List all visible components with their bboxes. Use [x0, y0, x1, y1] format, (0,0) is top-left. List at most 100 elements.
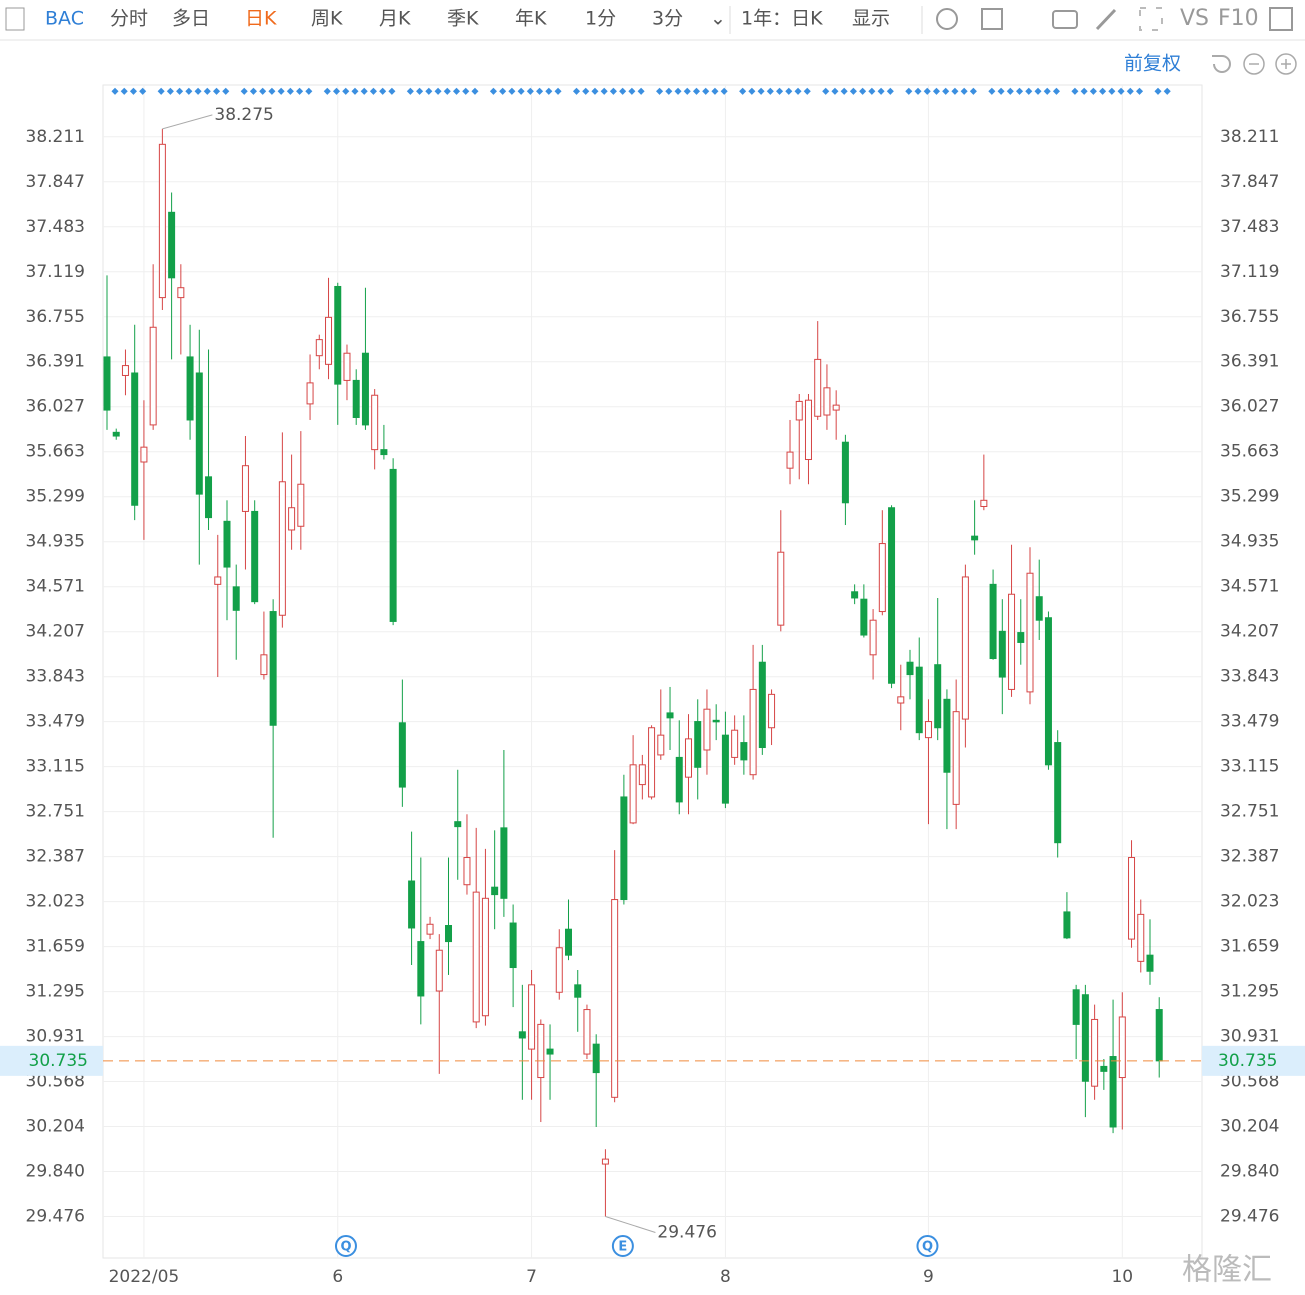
- tab[interactable]: 1分: [585, 8, 616, 30]
- y-tick-label: 33.843: [26, 667, 85, 687]
- y-tick-label: 37.119: [26, 262, 85, 282]
- candle-body: [426, 923, 434, 935]
- tab[interactable]: 年K: [515, 8, 547, 30]
- news-marker: [637, 87, 645, 95]
- news-marker: [489, 87, 497, 95]
- y-tick-label: 32.751: [26, 802, 85, 822]
- tab[interactable]: 季K: [447, 8, 479, 30]
- news-marker: [1163, 87, 1171, 95]
- news-marker: [203, 87, 211, 95]
- news-marker: [868, 87, 876, 95]
- news-marker: [416, 87, 424, 95]
- news-marker: [776, 87, 784, 95]
- candle-body: [361, 352, 369, 426]
- y-tick-label-right: 34.207: [1220, 622, 1279, 642]
- range[interactable]: 1年：日K: [741, 8, 823, 30]
- event-marker: [334, 1235, 357, 1257]
- news-marker: [591, 87, 599, 95]
- candle-body: [232, 586, 240, 611]
- display[interactable]: 显示: [852, 8, 890, 30]
- zoom-out[interactable]: [1243, 53, 1265, 75]
- candle-body: [980, 499, 988, 507]
- fullscreen-icon[interactable]: [1139, 7, 1163, 31]
- news-marker: [1154, 87, 1162, 95]
- max-label: 38.275: [214, 105, 273, 125]
- y-tick-label: 30.204: [26, 1116, 85, 1136]
- news-marker: [803, 87, 811, 95]
- news-marker: [545, 87, 553, 95]
- draw-icon[interactable]: [981, 8, 1003, 30]
- y-tick-label-right: 35.299: [1220, 487, 1279, 507]
- candle-body: [786, 451, 794, 469]
- panel-icon[interactable]: [1269, 7, 1293, 31]
- tab[interactable]: 多日: [172, 8, 210, 30]
- y-tick-label: 30.568: [26, 1071, 85, 1091]
- news-marker: [720, 87, 728, 95]
- y-tick-label-right: 33.843: [1220, 667, 1279, 687]
- tab[interactable]: 3分: [652, 8, 683, 30]
- tab[interactable]: 日K: [245, 8, 277, 30]
- tabs: 分时 多日 日K 周K 月K 季K 年K 1分 3分: [110, 8, 683, 30]
- candle-body: [546, 1048, 554, 1055]
- candle-body: [481, 897, 489, 1017]
- symbol[interactable]: BAC: [45, 8, 84, 30]
- adjust[interactable]: 前复权: [1124, 53, 1181, 75]
- min-label: 29.476: [657, 1222, 716, 1242]
- news-marker: [1025, 87, 1033, 95]
- candle-body: [860, 598, 868, 636]
- tab[interactable]: 月K: [379, 8, 411, 30]
- news-marker: [923, 87, 931, 95]
- y-tick-label: 37.483: [26, 217, 85, 237]
- y-tick-label-right: 34.935: [1220, 532, 1279, 552]
- y-tick-label-right: 36.027: [1220, 397, 1279, 417]
- undo-icon[interactable]: [1212, 55, 1231, 73]
- news-marker: [1089, 87, 1097, 95]
- candle-body: [703, 708, 711, 751]
- news-marker: [1043, 87, 1051, 95]
- candle-body: [325, 316, 333, 365]
- y-tick-label: 36.391: [26, 352, 85, 372]
- news-marker: [1034, 87, 1042, 95]
- news-marker: [425, 87, 433, 95]
- news-marker: [462, 87, 470, 95]
- news-marker: [406, 87, 414, 95]
- candle-body: [684, 738, 692, 778]
- vs[interactable]: VS: [1180, 6, 1209, 31]
- candle-body: [1072, 989, 1080, 1025]
- candle-body: [657, 734, 665, 756]
- candle-body: [934, 664, 942, 729]
- x-tick-label: 10: [1111, 1267, 1133, 1287]
- y-tick-label-right: 31.295: [1220, 982, 1279, 1002]
- candle-body: [915, 666, 923, 734]
- pen-icon[interactable]: [1095, 8, 1117, 31]
- zoom-in[interactable]: [1275, 53, 1297, 75]
- camera-icon[interactable]: [1052, 10, 1078, 29]
- candle-body: [149, 326, 157, 426]
- event-label: E: [618, 1240, 627, 1255]
- candle-body: [315, 339, 323, 357]
- news-marker: [766, 87, 774, 95]
- news-marker: [342, 87, 350, 95]
- more[interactable]: ⌄: [710, 8, 726, 30]
- y-tick-label: 30.931: [26, 1027, 85, 1047]
- news-marker: [969, 87, 977, 95]
- f10[interactable]: F10: [1218, 6, 1259, 31]
- y-tick-label-right: 31.659: [1220, 937, 1279, 957]
- settings-icon[interactable]: [936, 8, 958, 30]
- candle-body: [417, 941, 425, 997]
- grid: [103, 85, 1202, 1258]
- tab[interactable]: 分时: [110, 8, 148, 30]
- x-tick-label: 6: [332, 1267, 343, 1287]
- candle-body: [555, 947, 563, 993]
- y-tick-label: 36.027: [26, 397, 85, 417]
- news-marker: [1006, 87, 1014, 95]
- candle-body: [869, 619, 877, 656]
- x-tick-label: 8: [720, 1267, 731, 1287]
- candle-body: [1044, 617, 1052, 766]
- news-marker: [683, 87, 691, 95]
- news-marker: [739, 87, 747, 95]
- tab[interactable]: 周K: [311, 8, 343, 30]
- candle-body: [472, 891, 480, 1023]
- news-marker: [1071, 87, 1079, 95]
- news-marker: [443, 87, 451, 95]
